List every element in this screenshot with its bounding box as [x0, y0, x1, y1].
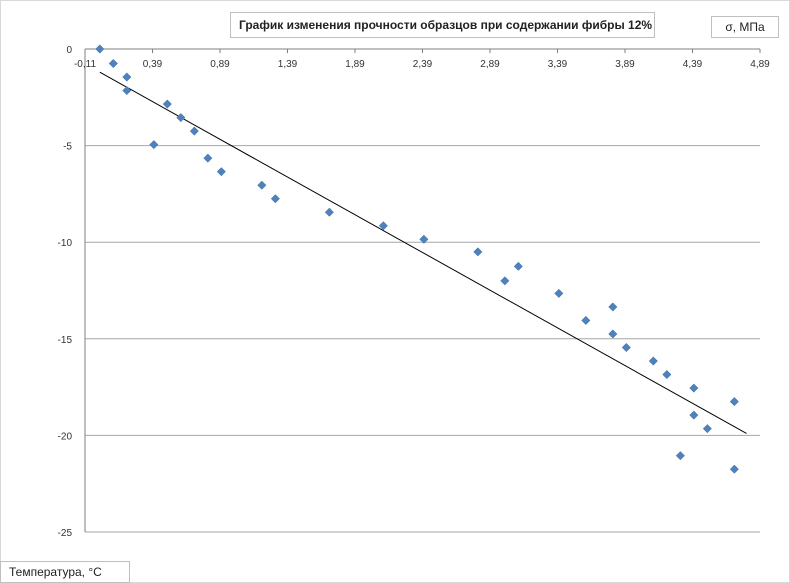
data-point: [217, 167, 225, 175]
data-point: [609, 330, 617, 338]
data-point: [96, 45, 104, 53]
data-point: [555, 289, 563, 297]
x-tick-label: -0,11: [74, 59, 96, 70]
data-point: [690, 384, 698, 392]
data-point: [190, 127, 198, 135]
data-point: [258, 181, 266, 189]
trendline: [100, 72, 747, 433]
data-point: [582, 316, 590, 324]
data-point: [204, 154, 212, 162]
data-point: [501, 277, 509, 285]
x-tick-label: 0,89: [210, 59, 230, 70]
x-tick-label: 2,39: [413, 59, 433, 70]
data-point: [730, 465, 738, 473]
data-point: [123, 73, 131, 81]
data-point: [109, 59, 117, 67]
data-point: [690, 411, 698, 419]
y-tick-label: -15: [58, 335, 73, 346]
data-point: [730, 397, 738, 405]
data-point: [514, 262, 522, 270]
data-point: [123, 86, 131, 94]
x-tick-label: 4,89: [750, 59, 770, 70]
data-point: [325, 208, 333, 216]
data-point: [676, 451, 684, 459]
x-tick-label: 3,39: [548, 59, 568, 70]
y-tick-label: 0: [66, 45, 72, 56]
x-tick-label: 1,89: [345, 59, 365, 70]
x-tick-label: 0,39: [143, 59, 163, 70]
data-point: [649, 357, 657, 365]
x-tick-label: 2,89: [480, 59, 500, 70]
x-tick-label: 1,39: [278, 59, 298, 70]
data-point: [163, 100, 171, 108]
data-point: [177, 113, 185, 121]
data-point: [150, 140, 158, 148]
y-tick-label: -20: [58, 431, 73, 442]
data-point: [663, 370, 671, 378]
data-point: [622, 343, 630, 351]
data-point: [609, 303, 617, 311]
data-point: [474, 248, 482, 256]
y-tick-label: -5: [63, 142, 72, 153]
x-tick-label: 3,89: [615, 59, 635, 70]
data-point: [703, 424, 711, 432]
y-tick-label: -25: [58, 528, 73, 539]
x-tick-label: 4,39: [683, 59, 703, 70]
y-tick-label: -10: [58, 238, 73, 249]
data-point: [271, 195, 279, 203]
